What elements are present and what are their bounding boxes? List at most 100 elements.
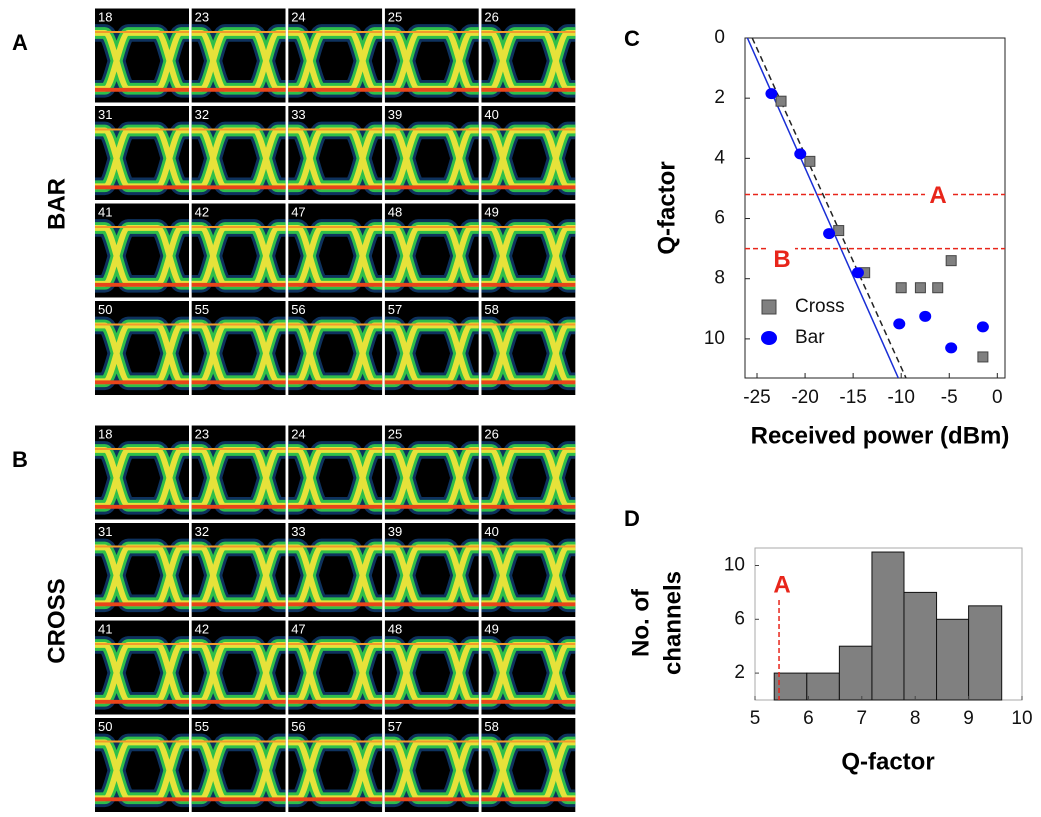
- channel-label: 26: [484, 9, 498, 24]
- legend-marker: [761, 331, 777, 345]
- channel-label: 48: [388, 621, 402, 636]
- x-tick-label: 8: [910, 708, 921, 729]
- bar: [806, 672, 840, 701]
- channel-label: 49: [484, 204, 498, 219]
- panel-label: B: [12, 447, 28, 472]
- y-axis-label: Q-factor: [653, 161, 680, 254]
- side-label: CROSS: [43, 578, 70, 663]
- bar: [936, 618, 970, 701]
- channel-label: 56: [291, 719, 305, 734]
- x-axis-label: Received power (dBm): [751, 422, 1010, 449]
- y-tick-label: 10: [724, 555, 745, 576]
- channel-label: 55: [195, 719, 209, 734]
- bar: [773, 672, 808, 701]
- panel-label: D: [624, 506, 640, 531]
- y-axis-label: No. of: [627, 588, 654, 657]
- plot-frame: [744, 37, 1006, 379]
- channel-label: 23: [195, 9, 209, 24]
- channel-label: 39: [388, 107, 402, 122]
- channel-label: 58: [484, 719, 498, 734]
- y-tick-label: 2: [714, 87, 725, 108]
- channel-label: 42: [195, 204, 209, 219]
- channel-label: 25: [388, 9, 402, 24]
- channel-label: 31: [98, 524, 112, 539]
- point: [914, 282, 926, 294]
- channel-label: 58: [484, 302, 498, 317]
- bar: [903, 591, 938, 701]
- channel-label: 33: [291, 107, 305, 122]
- x-tick-label: 5: [750, 708, 761, 729]
- channel-label: 41: [98, 204, 112, 219]
- y-tick-label: 2: [734, 662, 745, 683]
- channel-label: 32: [195, 107, 209, 122]
- point: [895, 282, 907, 294]
- channel-label: 40: [484, 524, 498, 539]
- panel-label: A: [12, 30, 28, 55]
- x-tick-label: -10: [887, 387, 914, 408]
- channel-label: 57: [388, 302, 402, 317]
- point: [765, 88, 778, 100]
- channel-label: 50: [98, 302, 112, 317]
- channel-label: 23: [195, 426, 209, 441]
- channel-label: 33: [291, 524, 305, 539]
- channel-label: 26: [484, 426, 498, 441]
- point: [851, 267, 864, 279]
- y-tick-label: 8: [714, 268, 725, 289]
- point: [977, 351, 989, 363]
- x-tick-label: 0: [992, 387, 1003, 408]
- channel-label: 31: [98, 107, 112, 122]
- threshold-label: B: [773, 246, 790, 273]
- bar: [838, 645, 873, 701]
- channel-label: 18: [98, 426, 112, 441]
- y-tick-label: 10: [704, 328, 725, 349]
- x-tick-label: -15: [839, 387, 866, 408]
- y-tick-label: 4: [714, 147, 725, 168]
- channel-label: 42: [195, 621, 209, 636]
- channel-label: 55: [195, 302, 209, 317]
- channel-label: 24: [291, 426, 305, 441]
- point: [945, 255, 957, 267]
- legend-marker: [761, 299, 777, 315]
- channel-label: 24: [291, 9, 305, 24]
- y-tick-label: 0: [714, 27, 725, 48]
- x-tick-label: 6: [803, 708, 814, 729]
- legend-label: Cross: [795, 296, 845, 317]
- x-tick-label: -20: [791, 387, 818, 408]
- threshold-label: A: [929, 182, 946, 209]
- bar: [871, 551, 905, 701]
- point: [945, 342, 958, 354]
- point: [794, 148, 807, 160]
- x-axis-label: Q-factor: [841, 748, 934, 775]
- channel-label: 18: [98, 9, 112, 24]
- point: [775, 95, 787, 107]
- point: [804, 155, 816, 167]
- legend-label: Bar: [795, 327, 825, 348]
- point: [932, 282, 944, 294]
- x-tick-label: -5: [941, 387, 958, 408]
- bar: [968, 605, 1003, 701]
- channel-label: 25: [388, 426, 402, 441]
- channel-label: 39: [388, 524, 402, 539]
- channel-label: 57: [388, 719, 402, 734]
- fit-line: [751, 38, 907, 378]
- channel-label: 49: [484, 621, 498, 636]
- channel-label: 40: [484, 107, 498, 122]
- point: [919, 310, 932, 322]
- channel-label: 50: [98, 719, 112, 734]
- x-tick-label: 10: [1011, 708, 1032, 729]
- label-bg: [925, 182, 951, 211]
- x-tick-label: -25: [743, 387, 770, 408]
- panel-label: C: [624, 26, 640, 51]
- side-label: BAR: [43, 178, 70, 230]
- point: [893, 318, 906, 330]
- channel-label: 47: [291, 204, 305, 219]
- point: [976, 321, 989, 333]
- label-bg: [769, 246, 795, 275]
- channel-label: 48: [388, 204, 402, 219]
- point: [833, 225, 845, 237]
- channel-label: 32: [195, 524, 209, 539]
- threshold-label: A: [773, 571, 790, 598]
- x-tick-label: 9: [963, 708, 974, 729]
- point: [823, 228, 836, 240]
